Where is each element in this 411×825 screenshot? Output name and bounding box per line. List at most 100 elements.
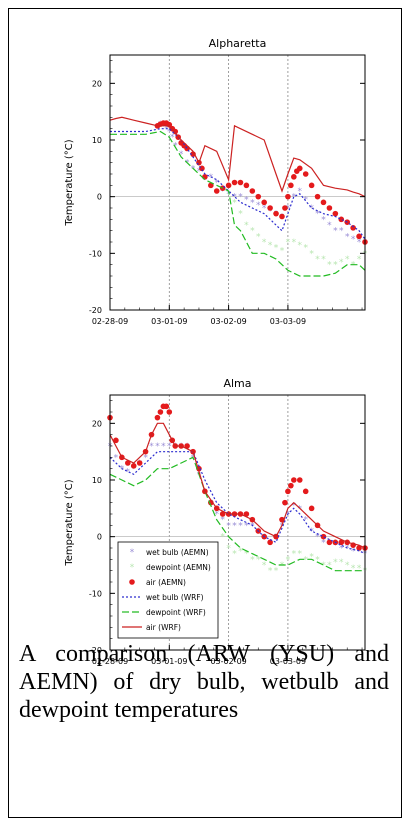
chart-2-series-dewpoint-aemn-point: *	[280, 561, 285, 571]
chart-1-series-wet-bulb-aemn-point: *	[351, 235, 356, 245]
chart-1-series-air-aemn-point	[231, 179, 238, 186]
chart-2-series-air-aemn-point	[320, 533, 327, 540]
chart-1-series-air-aemn-point	[208, 182, 214, 189]
figure-caption: A comparison (ARW (YSU) and AEMN) of dry…	[19, 641, 389, 723]
chart-2-series-dewpoint-aemn-point: *	[220, 533, 225, 543]
chart-1-series-wet-bulb-aemn-point: *	[345, 232, 350, 242]
chart-2-series-dewpoint-wrf	[109, 456, 365, 572]
chart-1-series-wet-bulb-aemn-point: *	[179, 150, 184, 160]
chart-1-series-dewpoint-aemn-point: *	[357, 255, 362, 265]
chart-2-series-wet-bulb-aemn-point: *	[357, 547, 362, 557]
chart-2-series-air-aemn-point	[326, 539, 333, 546]
chart-2-series-air-aemn-point	[166, 409, 173, 415]
chart-2-series-wet-bulb-aemn-point: *	[292, 502, 297, 512]
chart-1-series-wet-bulb-aemn-point: *	[327, 221, 332, 231]
chart-2-series-wet-bulb-aemn-point: *	[126, 468, 131, 478]
chart-2-series-dewpoint-aemn-point: *	[298, 550, 303, 560]
chart-2-series-wet-bulb-aemn-point: *	[238, 521, 243, 531]
chart-2-series-wet-bulb-aemn-point: *	[321, 538, 326, 548]
chart-1-series-air-aemn-point	[291, 174, 297, 180]
chart-1-series-wet-bulb-aemn-point: *	[203, 176, 208, 186]
chart-2-series-dewpoint-aemn-point: *	[309, 553, 314, 563]
chart-2-series-air-aemn-point	[219, 511, 226, 517]
chart-1-series-air-wrf	[109, 116, 366, 198]
chart-2-series-air-aemn-point	[288, 482, 294, 489]
chart-2-series-air-aemn-point	[243, 511, 250, 517]
chart-2-series-wet-bulb-aemn-point: *	[333, 541, 338, 551]
chart-2-series-dewpoint-aemn-point: *	[226, 544, 231, 554]
chart-2-series-wet-bulb-aemn-point: *	[214, 510, 219, 520]
chart-1-series-air-aemn-point	[320, 199, 327, 206]
chart-2-series-air-wrf	[109, 422, 366, 549]
chart-1-series-dewpoint-aemn: ****** * * ** * * *** ** * * ****	[232, 198, 367, 270]
chart-1-plot-frame	[109, 54, 366, 311]
chart-2-legend-item-dewpoint-aemn-label: dewpoint (AEMN)	[146, 563, 211, 572]
chart-1-ytick-label-0: -20	[89, 306, 102, 315]
chart-1-series-air-aemn-point	[237, 179, 244, 186]
chart-2-series-dewpoint-aemn-point: *	[345, 561, 350, 571]
chart-2-series-air-aemn-point	[184, 443, 190, 449]
chart-1-series-air-aemn-point	[308, 182, 315, 189]
chart-2-series-wet-bulb-aemn-point: *	[286, 510, 291, 520]
chart-1-series-air-aemn-point	[202, 174, 208, 180]
chart-1-series-air-aemn-point	[350, 225, 356, 231]
chart-1-series-air-aemn-point	[326, 205, 333, 211]
chart-2-plot-frame	[109, 394, 366, 651]
chart-2-series-air-aemn-point	[136, 460, 143, 466]
chart-2-series-wet-bulb-aemn-point: *	[155, 442, 160, 452]
chart-2-legend-item-air-wrf-label: air (WRF)	[146, 623, 181, 632]
chart-2-series-air-aemn-point	[356, 545, 362, 551]
chart-1-series-dewpoint-aemn-point: *	[250, 227, 255, 237]
chart-2-series-wet-bulb-aemn-point: *	[345, 544, 350, 554]
chart-1-series-dewpoint-aemn-point: *	[351, 261, 356, 271]
chart-2-legend: * wet bulb (AEMN) * dewpoint (AEMN) air (AEM…	[117, 541, 219, 639]
chart-2-series-dewpoint-aemn-point: *	[268, 567, 273, 577]
chart-2-series-dewpoint-aemn-point: *	[232, 550, 237, 560]
chart-2-xtick-label-2: 03-02-09	[210, 657, 246, 666]
chart-1-ytick-label-4: 20	[92, 79, 102, 88]
chart-1-series-air-aemn-point	[279, 213, 285, 220]
chart-2-legend-item-wet-bulb-wrf-label: wet bulb (WRF)	[146, 593, 204, 602]
chart-1-series-wet-bulb-aemn-point: *	[214, 179, 219, 189]
chart-2-ytick-label-2: 0	[97, 533, 102, 542]
chart-2-series-wet-bulb-aemn-point: *	[244, 521, 249, 531]
chart-1-series-dewpoint-aemn-point: *	[298, 241, 303, 251]
chart-2-legend-item-dewpoint-aemn-swatch: *	[130, 563, 135, 573]
chart-1-series-wet-bulb-aemn-point: *	[220, 187, 225, 197]
chart-1-series-dewpoint-aemn-point: *	[244, 221, 249, 231]
chart-1-series-air-aemn-point	[332, 210, 339, 217]
chart-2-legend-item-wet-bulb-aemn-swatch: *	[130, 548, 135, 558]
chart-1-series-wet-bulb-aemn-point: *	[209, 173, 214, 183]
chart-1-series-dewpoint-aemn-point: *	[262, 238, 267, 248]
chart-1-series-air-aemn-point	[261, 199, 267, 206]
chart-1-series-dewpoint-aemn-point: *	[238, 210, 243, 220]
chart-2-xtick-label-3: 03-03-09	[270, 657, 306, 666]
chart-2-series-air-aemn-point	[154, 414, 161, 421]
chart-2-series-dewpoint-aemn-point: *	[339, 558, 344, 568]
chart-1-series-wet-bulb-aemn-point: *	[357, 238, 362, 248]
chart-1-series-air-aemn-point	[302, 171, 309, 177]
chart-1-series-wet-bulb-aemn-point: *	[339, 227, 344, 237]
chart-alpharetta: Alpharetta******** ** *** * * * * * * * * *********…	[64, 37, 368, 326]
chart-1-series-air-aemn-point	[338, 216, 345, 223]
chart-1-series-air-aemn-point	[249, 188, 256, 194]
chart-2-series-wet-bulb-aemn-point: *	[232, 521, 237, 531]
chart-2-series-wet-bulb-aemn-point: *	[339, 544, 344, 554]
chart-1-series-wet-bulb-aemn-point: *	[309, 204, 314, 214]
chart-2-series-dewpoint-aemn-point: *	[315, 555, 320, 565]
chart-1-series-dewpoint-aemn-point: *	[286, 238, 291, 248]
chart-1-series-wet-bulb-aemn-point: *	[315, 210, 320, 220]
chart-2-series-dewpoint-aemn-point: *	[262, 561, 267, 571]
chart-1-series-dewpoint-aemn-point: *	[339, 258, 344, 268]
chart-2-series-air-aemn-point	[291, 477, 297, 483]
chart-1-ytick-label-2: 0	[97, 193, 102, 202]
chart-2-series-dewpoint-aemn-point: *	[250, 555, 255, 565]
chart-1-series-air-aemn-point	[213, 188, 220, 194]
chart-2-series-wet-bulb-aemn-point: *	[167, 442, 172, 452]
chart-1-xtick-label-1: 03-01-09	[151, 317, 187, 326]
chart-2-series-air-aemn-point	[163, 403, 170, 410]
chart-1-series-air-aemn-point	[296, 165, 303, 172]
chart-2-series-air-aemn-point	[282, 499, 288, 506]
chart-1-series-dewpoint-wrf	[110, 130, 366, 277]
chart-1-title: Alpharetta	[209, 37, 267, 50]
